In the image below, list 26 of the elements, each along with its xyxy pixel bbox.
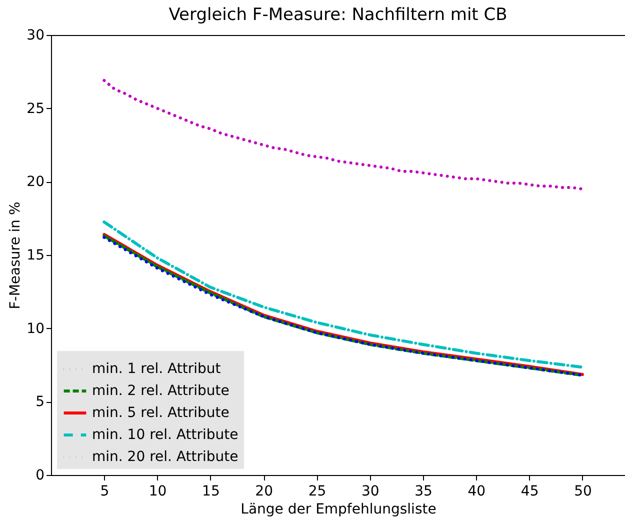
y-tick-label: 20 (26, 174, 44, 190)
legend-label: min. 5 rel. Attribute (92, 405, 230, 421)
x-tick-label: 10 (148, 484, 167, 500)
x-tick-label: 20 (255, 484, 274, 500)
y-tick-label: 15 (26, 248, 44, 264)
x-tick-label: 45 (520, 484, 539, 500)
legend-label: min. 1 rel. Attribut (92, 361, 222, 377)
chart-title: Vergleich F-Measure: Nachfiltern mit CB (168, 5, 508, 25)
y-tick-label: 0 (36, 468, 44, 484)
legend-label: min. 20 rel. Attribute (92, 449, 238, 465)
x-tick-label: 50 (574, 484, 592, 500)
x-tick-label: 25 (308, 484, 326, 500)
line-series (102, 78, 584, 190)
x-tick-label: 30 (361, 484, 380, 500)
x-tick-label: 5 (100, 484, 110, 500)
x-axis-title: Länge der Empfehlungsliste (240, 502, 436, 518)
y-axis-title: F-Measure in % (8, 202, 24, 310)
y-tick-label: 5 (36, 394, 44, 410)
legend-label: min. 2 rel. Attribute (92, 383, 230, 399)
y-tick-label: 25 (26, 100, 44, 117)
legend-label: min. 10 rel. Attribute (92, 427, 238, 443)
y-tick-label: 10 (26, 320, 44, 337)
x-tick-label: 40 (468, 484, 486, 500)
y-tick-label: 30 (26, 28, 44, 44)
x-tick-label: 15 (202, 484, 220, 500)
x-tick-label: 35 (414, 484, 432, 500)
